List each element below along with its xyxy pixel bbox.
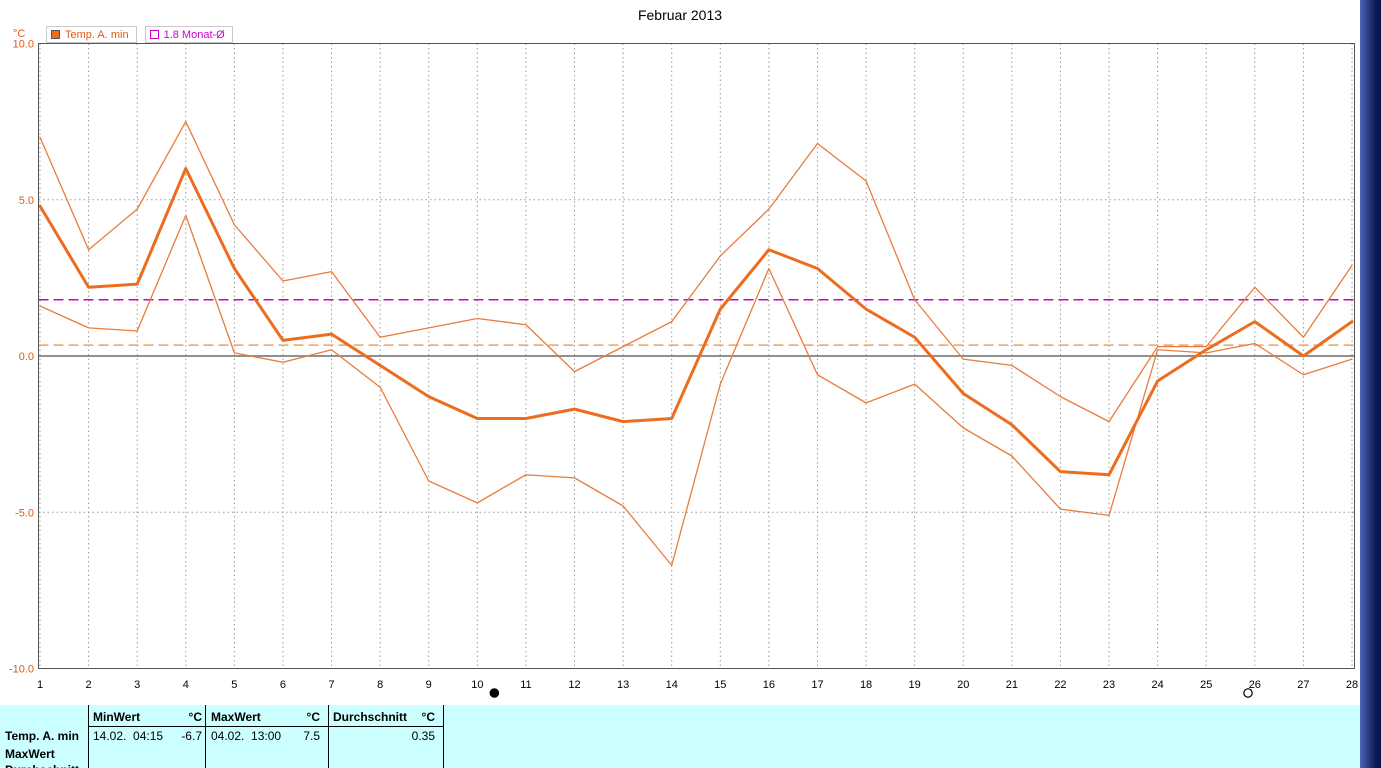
x-tick-label: 1 bbox=[37, 679, 43, 691]
x-tick-label: 11 bbox=[520, 679, 531, 691]
y-tick-label: -5.0 bbox=[15, 507, 34, 519]
header-underline bbox=[205, 726, 328, 727]
series-daily-lower bbox=[39, 214, 1353, 567]
col-header-maxwert: MaxWert bbox=[211, 710, 261, 724]
col-header-minwert-unit: °C bbox=[188, 710, 202, 724]
full-moon-icon bbox=[1243, 688, 1253, 698]
y-tick-label: -10.0 bbox=[9, 664, 34, 676]
header-underline bbox=[328, 726, 443, 727]
x-tick-label: 23 bbox=[1103, 679, 1115, 691]
legend-label: Temp. A. min bbox=[65, 28, 129, 41]
y-tick-label: 0.0 bbox=[19, 351, 34, 363]
filled-square-swatch-icon bbox=[51, 30, 60, 39]
x-tick-label: 12 bbox=[568, 679, 580, 691]
series-temp-a-min bbox=[38, 167, 1354, 477]
x-tick-label: 7 bbox=[328, 679, 334, 691]
col-header-durchschnitt: Durchschnitt bbox=[333, 710, 408, 724]
new-moon-icon bbox=[489, 688, 500, 698]
maxwert-value: 7.5 bbox=[303, 729, 320, 743]
table-divider bbox=[328, 705, 329, 768]
x-tick-label: 22 bbox=[1054, 679, 1066, 691]
row-label-temp-a-min: Temp. A. min bbox=[5, 729, 80, 743]
row-label-durchschnitt: Durchschnitt bbox=[5, 763, 79, 768]
x-tick-label: 20 bbox=[957, 679, 969, 691]
legend-item-month-average: 1.8 Monat-Ø bbox=[144, 26, 233, 43]
y-tick-label: 5.0 bbox=[19, 195, 34, 207]
x-tick-label: 15 bbox=[714, 679, 726, 691]
x-tick-label: 9 bbox=[426, 679, 432, 691]
x-tick-label: 6 bbox=[280, 679, 286, 691]
outline-square-swatch-icon bbox=[149, 30, 159, 39]
x-tick-label: 10 bbox=[471, 679, 483, 691]
minwert-time: 14.02. 04:15 bbox=[93, 729, 164, 743]
table-divider bbox=[88, 705, 89, 768]
x-tick-label: 17 bbox=[811, 679, 823, 691]
legend: Temp. A. min 1.8 Monat-Ø bbox=[46, 26, 233, 43]
x-tick-label: 27 bbox=[1297, 679, 1309, 691]
y-axis-unit-label: °C bbox=[13, 28, 26, 40]
x-tick-label: 26 bbox=[1249, 679, 1261, 691]
x-tick-label: 25 bbox=[1200, 679, 1212, 691]
table-divider bbox=[205, 705, 206, 768]
x-tick-label: 2 bbox=[86, 679, 92, 691]
x-tick-label: 18 bbox=[860, 679, 872, 691]
x-tick-label: 8 bbox=[377, 679, 383, 691]
desktop-edge-strip bbox=[1360, 0, 1381, 768]
x-tick-label: 3 bbox=[134, 679, 140, 691]
x-tick-label: 16 bbox=[763, 679, 775, 691]
x-tick-label: 21 bbox=[1006, 679, 1018, 691]
x-tick-label: 28 bbox=[1346, 679, 1358, 691]
x-tick-label: 24 bbox=[1152, 679, 1164, 691]
x-tick-label: 13 bbox=[617, 679, 629, 691]
durchschnitt-value: 0.35 bbox=[411, 729, 435, 743]
temperature-line-chart: 1 2 3 4 5 6 7 8 9 10 11 12 13 14 15 16 17 18 19 20 21 22 23 24 2… bbox=[9, 39, 1358, 698]
x-tick-label: 19 bbox=[909, 679, 921, 691]
x-tick-label: 14 bbox=[666, 679, 678, 691]
series-daily-upper bbox=[39, 120, 1353, 423]
legend-item-temp-a-min: Temp. A. min bbox=[46, 26, 137, 43]
col-header-maxwert-unit: °C bbox=[306, 710, 320, 724]
x-tick-label: 4 bbox=[183, 679, 189, 691]
table-divider bbox=[443, 705, 444, 768]
row-label-maxwert: MaxWert bbox=[5, 747, 55, 761]
x-tick-label: 5 bbox=[231, 679, 237, 691]
page-title: Februar 2013 bbox=[637, 7, 723, 23]
y-tick-label: 10.0 bbox=[13, 39, 34, 51]
header-underline bbox=[88, 726, 205, 727]
col-header-durchschnitt-unit: °C bbox=[421, 710, 435, 724]
col-header-minwert: MinWert bbox=[93, 710, 141, 724]
minwert-value: -6.7 bbox=[181, 729, 202, 743]
legend-label: 1.8 Monat-Ø bbox=[163, 28, 225, 41]
maxwert-time: 04.02. 13:00 bbox=[211, 729, 282, 743]
plot-border bbox=[38, 43, 1355, 669]
stats-table: MinWert °C MaxWert °C Durchschnitt °C Te… bbox=[0, 705, 1360, 768]
